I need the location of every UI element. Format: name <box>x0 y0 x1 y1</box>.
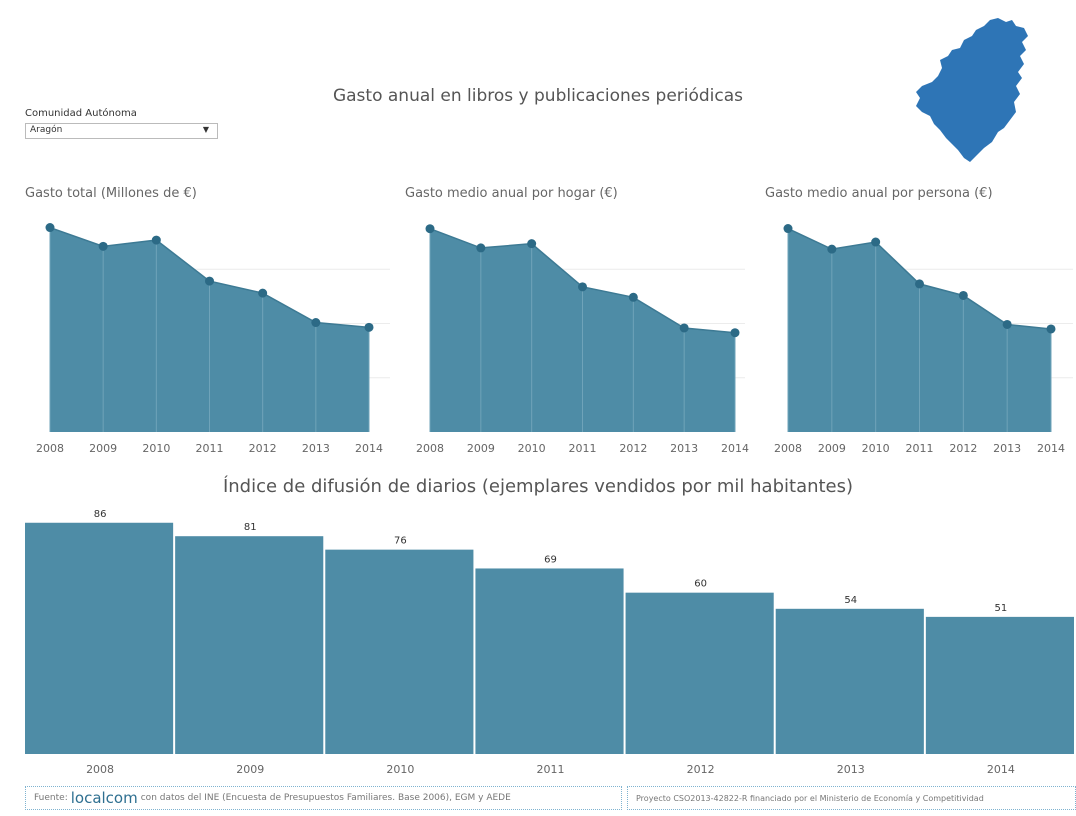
data-point-gasto-persona-2009[interactable] <box>827 244 837 254</box>
x-tick-label: 2010 <box>862 442 890 455</box>
x-tick-label: 2009 <box>818 442 846 455</box>
x-tick-label: 2012 <box>619 442 647 455</box>
bar-2014[interactable] <box>925 616 1074 754</box>
x-tick-label: 2014 <box>987 763 1015 776</box>
data-point-gasto-total-2013[interactable] <box>311 318 321 328</box>
x-axis: 2008 2009 2010 2011 2012 2013 2014 <box>416 442 749 455</box>
footer-project-text: Proyecto CSO2013-42822-R financiado por … <box>636 793 984 803</box>
data-point-gasto-total-2012[interactable] <box>258 288 268 298</box>
bar-2010[interactable] <box>325 549 474 754</box>
filter-label: Comunidad Autónoma <box>25 108 137 119</box>
aragon-map-shape[interactable] <box>916 18 1028 162</box>
x-tick-label: 2011 <box>537 763 565 776</box>
data-point-gasto-hogar-2010[interactable] <box>527 239 537 249</box>
dashboard-title: Gasto anual en libros y publicaciones pe… <box>332 86 744 106</box>
data-point-gasto-persona-2008[interactable] <box>783 224 793 234</box>
comunidad-select[interactable]: Aragón ▼ <box>25 123 218 139</box>
x-tick-label: 2009 <box>467 442 495 455</box>
bar-2011[interactable] <box>475 568 624 754</box>
data-point-gasto-total-2014[interactable] <box>364 322 374 332</box>
bar-value-label: 86 <box>94 509 107 520</box>
data-point-gasto-total-2009[interactable] <box>98 241 108 251</box>
bar-chart-difusion: 86 2008 81 2009 76 2010 69 2011 60 2012 54 2013 51 20… <box>25 509 1074 776</box>
x-tick-label: 2011 <box>569 442 597 455</box>
bar-2008[interactable] <box>25 522 174 754</box>
x-tick-label: 2013 <box>302 442 330 455</box>
x-tick-label: 2008 <box>86 763 114 776</box>
x-tick-label: 2011 <box>906 442 934 455</box>
data-point-gasto-persona-2013[interactable] <box>1002 319 1012 329</box>
bar-value-label: 60 <box>694 579 707 590</box>
x-axis: 2008 2009 2010 2011 2012 2013 2014 <box>36 442 383 455</box>
x-tick-label: 2009 <box>89 442 117 455</box>
bar-2013[interactable] <box>775 608 924 754</box>
x-axis: 2008 2009 2010 2011 2012 2013 2014 <box>774 442 1065 455</box>
x-tick-label: 2008 <box>36 442 64 455</box>
x-tick-label: 2013 <box>670 442 698 455</box>
chart-title-gasto-total: Gasto total (Millones de €) <box>25 186 197 201</box>
bar-value-label: 51 <box>995 603 1008 614</box>
x-tick-label: 2012 <box>687 763 715 776</box>
footer-source-prefix: Fuente: <box>34 793 68 803</box>
bar-value-label: 81 <box>244 522 257 533</box>
data-point-gasto-persona-2014[interactable] <box>1046 324 1056 334</box>
data-point-gasto-hogar-2008[interactable] <box>425 224 435 234</box>
x-tick-label: 2012 <box>249 442 277 455</box>
chart-title-gasto-hogar: Gasto medio anual por hogar (€) <box>405 186 618 201</box>
data-point-gasto-persona-2010[interactable] <box>871 237 881 247</box>
x-tick-label: 2014 <box>721 442 749 455</box>
x-tick-label: 2009 <box>236 763 264 776</box>
footer-source: Fuente: localcom con datos del INE (Encu… <box>25 786 622 810</box>
data-point-gasto-hogar-2013[interactable] <box>679 323 689 333</box>
data-point-gasto-persona-2012[interactable] <box>958 290 968 300</box>
data-point-gasto-persona-2011[interactable] <box>915 279 924 289</box>
footer-source-text: con datos del INE (Encuesta de Presupues… <box>140 793 511 803</box>
bar-value-label: 69 <box>544 554 557 565</box>
bar-2012[interactable] <box>625 592 774 754</box>
x-tick-label: 2014 <box>355 442 383 455</box>
area-chart-gasto-hogar: 2008 2009 2010 2011 2012 2013 2014 <box>416 224 749 455</box>
x-tick-label: 2010 <box>518 442 546 455</box>
area-chart-gasto-total: 2008 2009 2010 2011 2012 2013 2014 <box>36 223 390 455</box>
comunidad-select-value: Aragón <box>30 125 63 135</box>
footer-project: Proyecto CSO2013-42822-R financiado por … <box>627 786 1076 810</box>
aragon-map-icon[interactable] <box>912 16 1040 166</box>
chevron-down-icon[interactable]: ▼ <box>202 125 209 134</box>
data-point-gasto-hogar-2009[interactable] <box>476 243 486 253</box>
x-tick-label: 2011 <box>196 442 224 455</box>
x-tick-label: 2008 <box>774 442 802 455</box>
data-point-gasto-total-2011[interactable] <box>205 276 214 286</box>
bar-value-label: 54 <box>844 595 857 606</box>
area-chart-gasto-persona: 2008 2009 2010 2011 2012 2013 2014 <box>774 224 1073 455</box>
x-tick-label: 2008 <box>416 442 444 455</box>
x-tick-label: 2013 <box>837 763 865 776</box>
x-tick-label: 2014 <box>1037 442 1065 455</box>
bar-value-label: 76 <box>394 536 407 547</box>
localcom-logo[interactable]: localcom <box>70 789 138 807</box>
data-point-gasto-total-2010[interactable] <box>151 235 161 245</box>
data-point-gasto-hogar-2012[interactable] <box>628 292 638 302</box>
data-point-gasto-total-2008[interactable] <box>45 223 55 233</box>
data-point-gasto-hogar-2014[interactable] <box>730 328 740 338</box>
chart-title-gasto-persona: Gasto medio anual por persona (€) <box>765 186 993 201</box>
bar-chart-title: Índice de difusión de diarios (ejemplare… <box>222 476 854 497</box>
x-tick-label: 2013 <box>993 442 1021 455</box>
data-point-gasto-hogar-2011[interactable] <box>578 282 587 292</box>
x-tick-label: 2010 <box>142 442 170 455</box>
x-tick-label: 2010 <box>386 763 414 776</box>
bar-2009[interactable] <box>175 536 324 754</box>
x-tick-label: 2012 <box>949 442 977 455</box>
